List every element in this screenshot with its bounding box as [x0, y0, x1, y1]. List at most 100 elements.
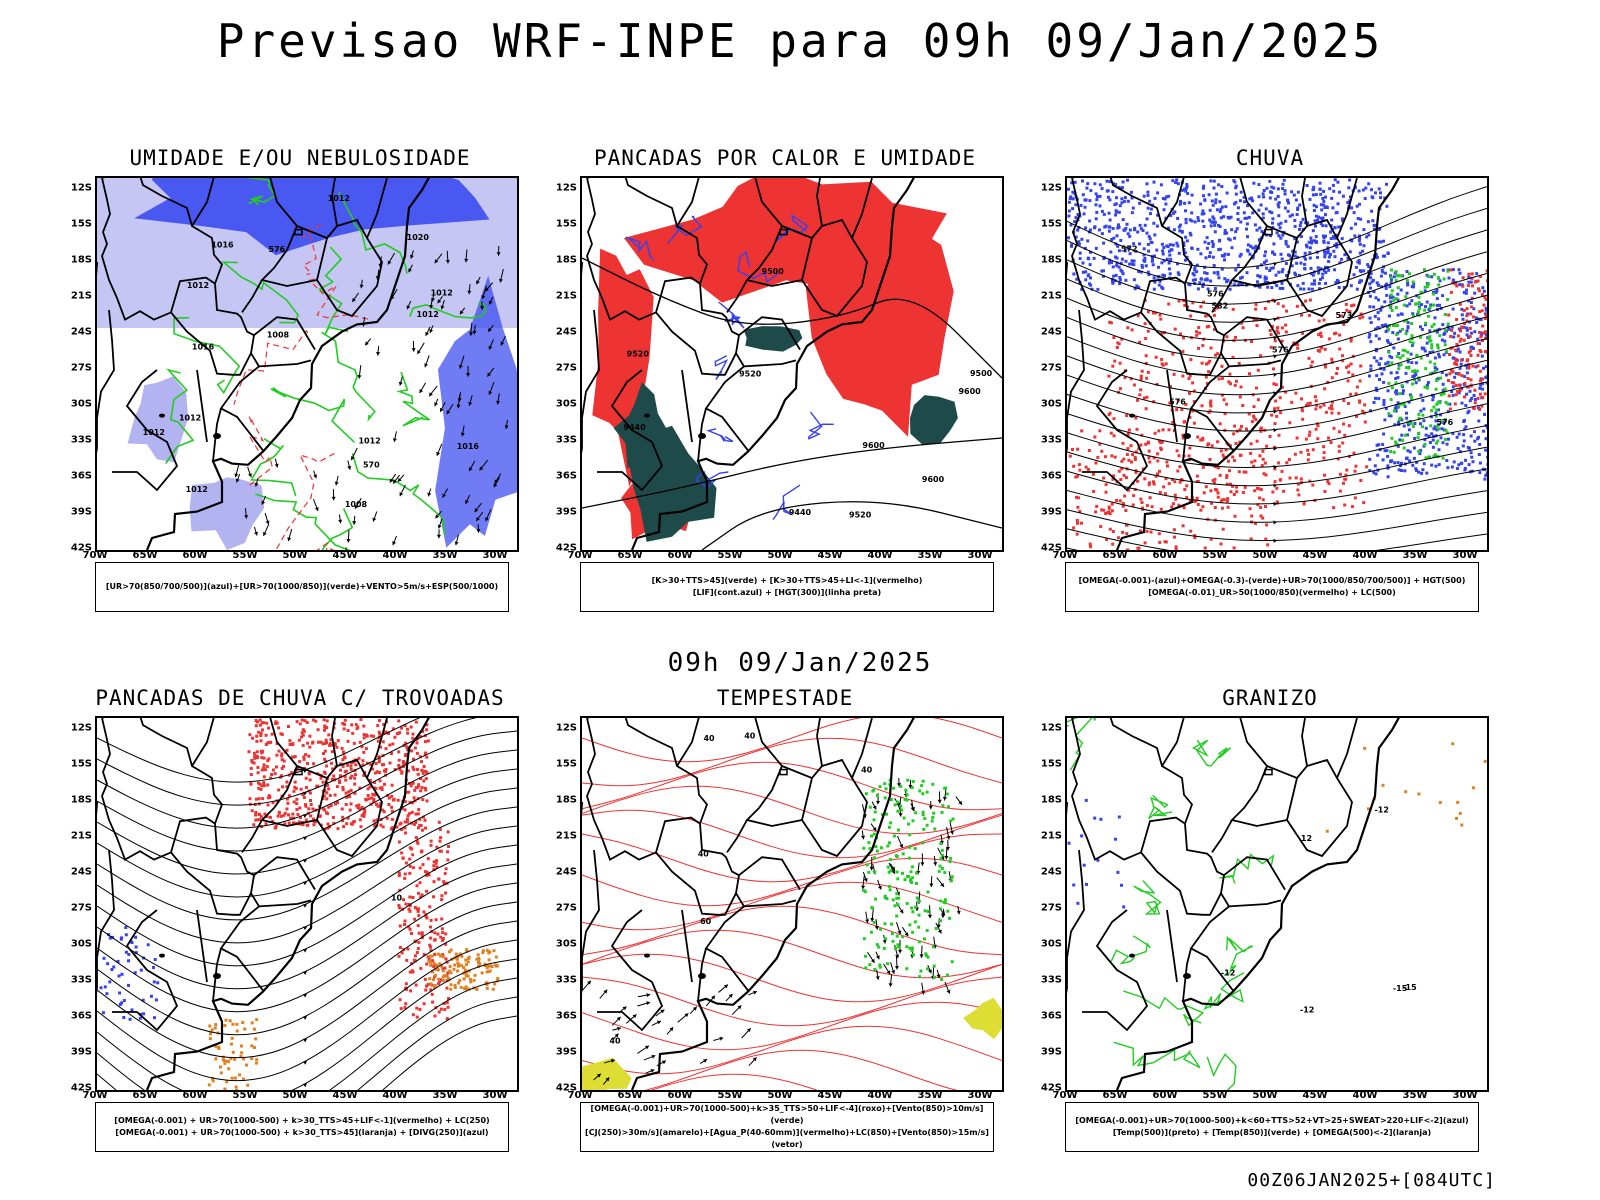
legend-line-2: [LIF](cont.azul) + [HGT(300)](linha pret… — [692, 588, 882, 597]
lat-tick-label: 39S — [1040, 1046, 1062, 1058]
lon-tick-label: 60W — [1152, 550, 1178, 561]
lat-tick-label: 42S — [1040, 542, 1062, 554]
contour-label: 582 — [1211, 301, 1228, 310]
lon-tick-label: 60W — [667, 550, 693, 561]
contour-label: 1012 — [417, 310, 439, 319]
contour-label: -12 — [1221, 969, 1235, 978]
lon-tick-label: 40W — [1352, 550, 1378, 561]
lat-tick-label: 27S — [70, 902, 92, 914]
lon-tick-label: 35W — [1402, 1090, 1428, 1101]
contour-label: 572 — [1121, 244, 1138, 253]
lon-tick-label: 55W — [232, 550, 258, 561]
lat-tick-label: 27S — [1040, 362, 1062, 374]
lon-tick-label: 55W — [232, 1090, 258, 1101]
lon-tick-label: 55W — [1202, 1090, 1228, 1101]
map-frame: 576 582 573 576 576 572 576 — [1065, 176, 1489, 552]
lat-tick-label: 30S — [1040, 398, 1062, 410]
legend-box: [OMEGA(-0.001)+UR>70(1000-500)+k>35_TTS>… — [580, 1102, 994, 1152]
contour-label: -15 — [1402, 983, 1417, 992]
lat-tick-label: 39S — [1040, 506, 1062, 518]
lat-tick-label: 21S — [70, 290, 92, 302]
contour-label: 1020 — [407, 233, 430, 242]
contour-label: 9500 — [970, 369, 993, 378]
lon-tick-label: 35W — [917, 550, 943, 561]
contour-label: 1012 — [328, 194, 350, 203]
legend-line-2: [CJ(250)>30m/s](amarelo)+[Agua_P(40-60mm… — [585, 1128, 989, 1149]
panel-title: UMIDADE E/OU NEBULOSIDADE — [129, 146, 471, 170]
contour-label: 40 — [861, 765, 873, 774]
lat-tick-label: 21S — [555, 290, 577, 302]
lat-tick-label: 24S — [555, 866, 577, 878]
lat-tick-label: 36S — [555, 470, 577, 482]
lat-tick-label: 12S — [1040, 182, 1062, 194]
latitude-axis: 12S 15S 18S 21S 24S 27S 30S 33S 36S 39S 42S — [550, 176, 580, 554]
lat-tick-label: 36S — [1040, 470, 1062, 482]
lat-tick-label: 12S — [555, 182, 577, 194]
lat-tick-label: 24S — [1040, 326, 1062, 338]
lon-tick-label: 70W — [1052, 1090, 1078, 1101]
lon-tick-label: 65W — [1102, 550, 1128, 561]
lon-tick-label: 70W — [82, 550, 108, 561]
contour-label: 1008 — [267, 330, 290, 339]
legend-line-2: [OMEGA(-0.001) + UR>70(1000-500) + k>30_… — [115, 1128, 489, 1137]
legend-line-1: [OMEGA(-0.001) + UR>70(1000-500) + k>30_… — [114, 1116, 490, 1125]
lon-tick-label: 40W — [867, 1090, 893, 1101]
lat-tick-label: 42S — [70, 1082, 92, 1094]
legend-box: [OMEGA(-0.001) + UR>70(1000-500) + k>30_… — [95, 1102, 509, 1152]
contour-label: 40 — [744, 731, 756, 740]
lon-tick-label: 60W — [667, 1090, 693, 1101]
lat-tick-label: 15S — [1040, 218, 1062, 230]
contour-label: 60 — [700, 917, 712, 926]
lat-tick-label: 27S — [555, 362, 577, 374]
lon-tick-label: 35W — [1402, 550, 1428, 561]
legend-line-1: [UR>70(850/700/500)](azul)+[UR>70(1000/8… — [105, 582, 499, 591]
contour-label: 10 — [391, 893, 403, 902]
lat-tick-label: 15S — [70, 758, 92, 770]
contour-label: 1012 — [358, 436, 380, 445]
main-title: Previsao WRF-INPE para 09h 09/Jan/2025 — [216, 14, 1384, 68]
lat-tick-label: 39S — [555, 506, 577, 518]
lon-tick-label: 60W — [1152, 1090, 1178, 1101]
panel-title: CHUVA — [1235, 146, 1305, 170]
lat-tick-label: 18S — [70, 794, 92, 806]
panel-chuva: CHUVA 12S 15S 18S 21S 24S 27S 30S 33S 36S 39S 42S … — [1035, 146, 1505, 626]
legend-line-1: [OMEGA(-0.001)+UR>70(1000-500)+k>35_TTS>… — [590, 1104, 984, 1125]
longitude-axis: 70W 65W 60W 55W 50W 45W 40W 35W 30W — [83, 550, 515, 564]
longitude-axis: 70W 65W 60W 55W 50W 45W 40W 35W 30W — [568, 550, 1000, 564]
lon-tick-label: 35W — [432, 550, 458, 561]
lat-tick-label: 12S — [70, 182, 92, 194]
lon-tick-label: 65W — [617, 550, 643, 561]
contour-label: 12 — [1301, 834, 1312, 843]
lat-tick-label: 27S — [555, 902, 577, 914]
contour-label: 40 — [609, 1036, 621, 1045]
lat-tick-label: 42S — [70, 542, 92, 554]
lat-tick-label: 36S — [555, 1010, 577, 1022]
lat-tick-label: 15S — [555, 758, 577, 770]
panel-title: PANCADAS POR CALOR E UMIDADE — [593, 146, 976, 170]
contour-label: 9520 — [627, 350, 650, 359]
contour-label: 1016 — [211, 240, 234, 249]
lon-tick-label: 65W — [1102, 1090, 1128, 1101]
lat-tick-label: 42S — [555, 1082, 577, 1094]
lat-tick-label: 18S — [70, 254, 92, 266]
panel-trovoadas: PANCADAS DE CHUVA C/ TROVOADAS 12S 15S 18S… — [65, 686, 535, 1166]
lon-tick-label: 30W — [967, 550, 993, 561]
legend-box: [K>30+TTS>45](verde) + [K>30+TTS>45+LI<-… — [580, 562, 994, 612]
lat-tick-label: 33S — [70, 974, 92, 986]
lat-tick-label: 30S — [70, 938, 92, 950]
lon-tick-label: 35W — [917, 1090, 943, 1101]
lon-tick-label: 40W — [382, 1090, 408, 1101]
lat-tick-label: 36S — [70, 470, 92, 482]
contour-label: 1016 — [192, 343, 215, 352]
lat-tick-label: 42S — [1040, 1082, 1062, 1094]
panel-umidade: UMIDADE E/OU NEBULOSIDADE 12S 15S 18S 21S 24… — [65, 146, 535, 626]
lat-tick-label: 36S — [1040, 1010, 1062, 1022]
lon-tick-label: 45W — [817, 550, 843, 561]
lon-tick-label: 70W — [567, 1090, 593, 1101]
lat-tick-label: 24S — [70, 326, 92, 338]
lat-tick-label: 18S — [1040, 794, 1062, 806]
lat-tick-label: 39S — [70, 506, 92, 518]
lon-tick-label: 55W — [1202, 550, 1228, 561]
contour-label: -15 — [1393, 984, 1408, 993]
lon-tick-label: 30W — [482, 1090, 508, 1101]
